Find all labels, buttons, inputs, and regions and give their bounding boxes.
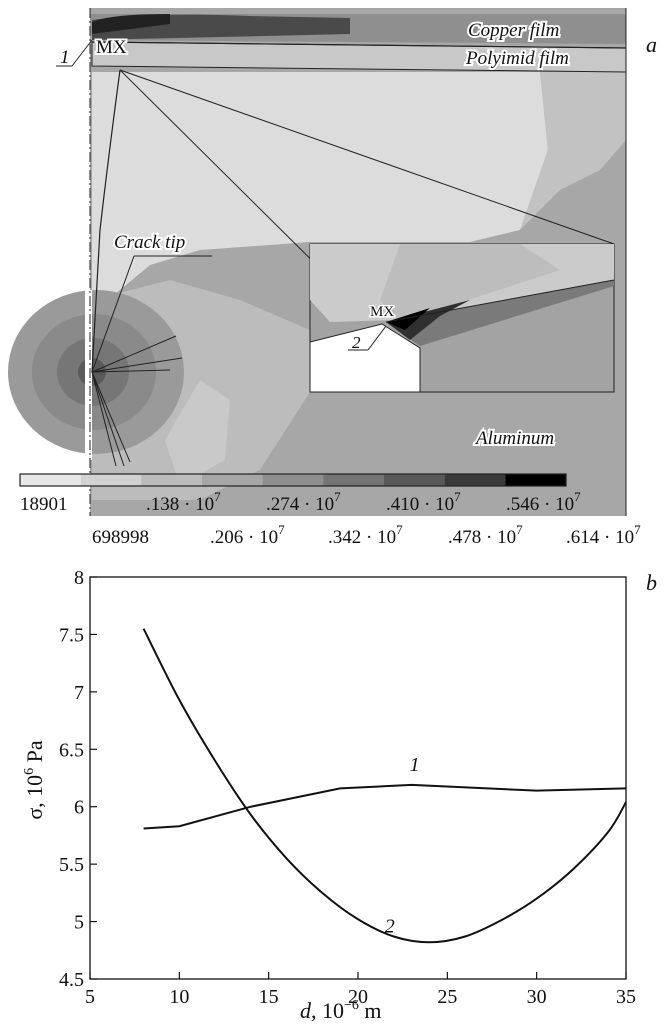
film-interface-line xyxy=(91,41,627,49)
legend-border xyxy=(19,473,567,487)
panel-a: Copper film Copper film Polyimid film Po… xyxy=(8,8,657,548)
legend-swatch xyxy=(202,474,263,486)
inset-light-2 xyxy=(380,244,560,322)
legend-label-bottom: .206 · 107 xyxy=(210,522,285,548)
label-polyimid-film: Polyimid film xyxy=(465,48,569,69)
y-tick-label: 6 xyxy=(74,797,84,819)
contour-mid-region xyxy=(520,72,626,230)
panel-a-label: a xyxy=(646,32,657,57)
label-marker-1: 1 xyxy=(60,47,70,68)
x-axis-label-exp: −6 xyxy=(344,998,359,1013)
y-tick-label: 4.5 xyxy=(59,969,84,991)
x-tick-label: 5 xyxy=(85,986,95,1008)
label-marker-2: 2 xyxy=(352,333,361,352)
series-2-label: 2 xyxy=(385,916,395,938)
crack-curve xyxy=(91,69,121,373)
legend-label-top: .274 · 107 xyxy=(266,489,341,515)
inset-crack-void xyxy=(309,323,421,393)
legend-label-top: 18901 xyxy=(20,494,68,515)
legend-swatch xyxy=(323,474,384,486)
label-aluminum-halo: Aluminum xyxy=(474,428,554,449)
y-axis-label-text: σ, 10 xyxy=(22,775,47,820)
series-1-label: 1 xyxy=(410,754,420,776)
legend-label-top: .546 · 107 xyxy=(506,489,581,515)
legend-swatch xyxy=(80,474,142,486)
contour-light-region xyxy=(92,72,548,380)
inset xyxy=(309,243,615,393)
contour-legend xyxy=(19,473,567,487)
y-axis-ticks: 4.5 5 5.5 6 6.5 7 7.5 8 xyxy=(59,567,97,991)
y-tick-label: 7.5 xyxy=(59,624,84,646)
legend-swatch xyxy=(20,474,81,486)
legend-label-top: .410 · 107 xyxy=(386,489,461,515)
inset-stress-1 xyxy=(386,280,614,346)
legend-label-bottom: .478 · 107 xyxy=(448,522,523,548)
panel-b-label: b xyxy=(646,570,657,595)
y-tick-label: 5 xyxy=(74,912,84,934)
x-tick-label: 15 xyxy=(259,986,279,1008)
y-axis-label-unit: Pa xyxy=(22,740,47,768)
y-tick-label: 8 xyxy=(74,567,84,589)
x-tick-label: 10 xyxy=(169,986,189,1008)
x-axis-ticks: 5 10 15 20 25 30 35 xyxy=(85,972,636,1008)
legend-label-bottom: .614 · 107 xyxy=(566,522,641,548)
label-mx-inset-halo: MX xyxy=(370,304,394,320)
panel-a-labels: Copper film Copper film Polyimid film Po… xyxy=(56,18,657,451)
series-1-line xyxy=(143,783,627,830)
y-axis-label: σ, 106 Pa xyxy=(22,740,47,820)
marker-2-leader xyxy=(367,325,387,351)
label-crack-tip: Crack tip xyxy=(114,232,185,253)
crack-tip-leaders xyxy=(91,255,212,467)
inset-interface xyxy=(385,279,615,323)
x-tick-label: 25 xyxy=(437,986,457,1008)
x-axis-label-text: , 10 xyxy=(311,998,344,1023)
legend-swatch xyxy=(384,474,445,486)
label-copper-film: Copper film xyxy=(468,20,559,41)
legend-swatch xyxy=(444,474,506,486)
legend-swatch xyxy=(262,474,324,486)
zoom-line-upper xyxy=(119,69,615,245)
legend-label-bottom: .342 · 107 xyxy=(328,522,403,548)
label-mx-main: MX xyxy=(96,37,127,58)
x-tick-label: 30 xyxy=(527,986,547,1008)
x-tick-label: 20 xyxy=(348,986,368,1008)
y-tick-label: 5.5 xyxy=(59,854,84,876)
symmetry-margin xyxy=(85,290,92,460)
x-axis-label-unit: m xyxy=(359,998,382,1023)
x-tick-label: 35 xyxy=(616,986,636,1008)
label-mx-main-halo: MX xyxy=(96,37,127,58)
copper-film-darkest xyxy=(92,14,170,34)
inset-stress-peak xyxy=(386,308,430,330)
series-2-line xyxy=(142,628,627,944)
panel-b: 5 10 15 20 25 30 35 4.555.566.577.58 12 b d, 1… xyxy=(22,567,657,1023)
y-axis-label-exp: 6 xyxy=(22,768,37,775)
x-axis-label-symbol: d xyxy=(300,998,312,1023)
y-tick-label: 7 xyxy=(74,682,84,704)
label-mx-inset: MX xyxy=(370,304,394,320)
label-aluminum: Aluminum xyxy=(474,428,554,449)
contour-legend-labels: 18901 .138 · 107 .274 · 107 .410 · 107 .546 … xyxy=(20,489,641,548)
legend-label-bottom: 698998 xyxy=(92,527,149,548)
x-axis-label: d, 10−6 m xyxy=(300,998,382,1023)
label-copper-film-halo: Copper film xyxy=(468,20,559,41)
legend-swatch xyxy=(141,474,202,486)
marker-1-leader xyxy=(71,39,93,67)
legend-label-top: .138 · 107 xyxy=(146,489,221,515)
label-polyimid-film-halo: Polyimid film xyxy=(465,48,569,69)
y-tick-label: 6.5 xyxy=(59,739,84,761)
legend-swatch xyxy=(505,474,566,486)
contour-lower-blob xyxy=(165,380,230,485)
series-group: 12 xyxy=(142,628,627,944)
label-crack-tip-halo: Crack tip xyxy=(114,232,185,253)
